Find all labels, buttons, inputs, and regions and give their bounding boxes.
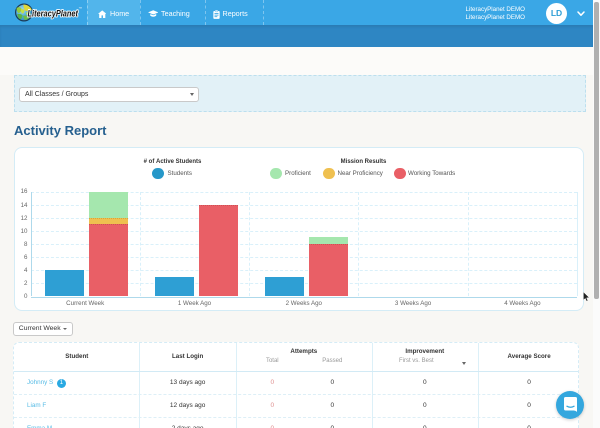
svg-text:™: ™ [79,7,83,11]
svg-text:LiteracyPlanet: LiteracyPlanet [28,8,79,19]
